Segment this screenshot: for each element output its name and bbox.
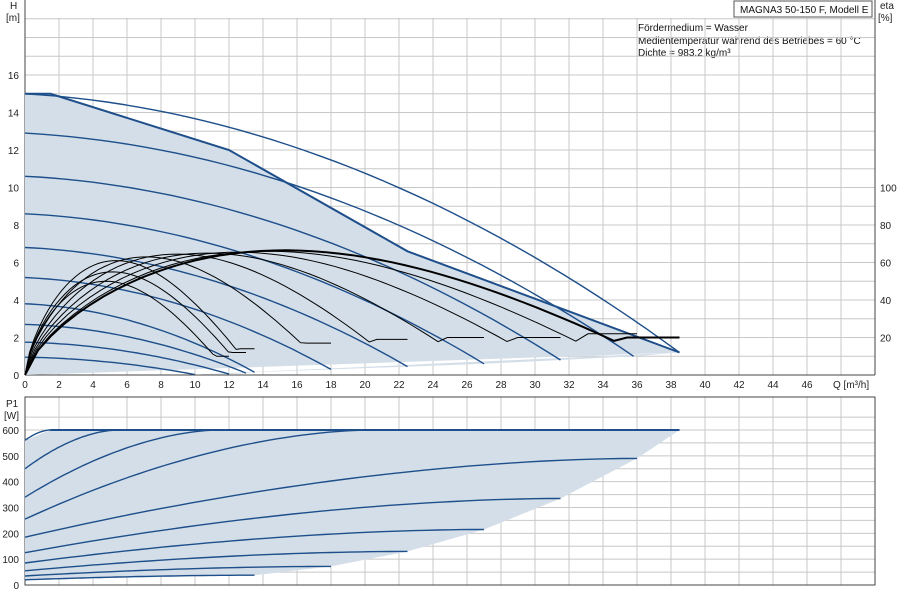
x-tick-label: 2 [56, 380, 62, 391]
power-curve [24, 429, 374, 520]
power-plot: 0 100 200 300 400 500 600 [2, 396, 876, 592]
power-curve [24, 528, 484, 564]
head-curve [24, 276, 332, 371]
head-curve [24, 175, 561, 361]
y-tick-label: 16 [8, 71, 20, 82]
power-curve [24, 429, 119, 470]
x-tick-label: 10 [189, 380, 201, 391]
model-title: MAGNA3 50-150 F, Modell E [740, 5, 869, 16]
power-curve [24, 497, 561, 554]
head-curve [24, 246, 408, 368]
x-tick-label: 30 [529, 380, 541, 391]
x-tick-label: 18 [325, 380, 337, 391]
head-efficiency-plot: 0 2 4 6 8 10 12 14 16 18 20 22 24 26 28 30 32 34 36 38 40 42 4… [8, 0, 897, 391]
efficiency-curve [24, 280, 229, 376]
head-curve [24, 132, 634, 357]
x-tick-label: 24 [427, 380, 439, 391]
y2-axis-label-eta: eta [880, 1, 894, 12]
head-curve [24, 213, 485, 365]
x-tick-label: 28 [495, 380, 507, 391]
y2-axis-unit-eta: [%] [878, 13, 893, 24]
x-tick-label: 32 [563, 380, 575, 391]
y-tick-label: 2 [13, 334, 19, 345]
power-tick-label: 600 [2, 426, 19, 437]
model-box [733, 0, 873, 18]
power-area [25, 430, 680, 580]
annotation-temperature: Medientemperatur während des Betriebes =… [638, 36, 861, 47]
x-tick-label: 36 [631, 380, 643, 391]
x-tick-label: 14 [257, 380, 269, 391]
y-tick-label: 12 [8, 146, 20, 157]
max-head-curve [25, 92, 680, 354]
y-tick-label: 4 [13, 296, 19, 307]
power-tick-label: 500 [2, 452, 19, 463]
y-tick-label: 10 [8, 184, 20, 195]
x-tick-label: 22 [393, 380, 405, 391]
power-tick-label: 200 [2, 529, 19, 540]
y-axis-label-power: P1 [6, 399, 19, 410]
y-tick-label: 14 [8, 109, 20, 120]
efficiency-curve [24, 250, 638, 376]
x-tick-label: 38 [665, 380, 677, 391]
power-tick-label: 300 [2, 504, 19, 515]
x-tick-label: 6 [124, 380, 130, 391]
power-tick-label: 0 [13, 581, 19, 592]
y2-tick-label: 80 [880, 221, 892, 232]
efficiency-curve [24, 260, 255, 376]
y-axis-unit-power: [W] [4, 411, 19, 422]
power-curve [24, 550, 408, 572]
power-curve [24, 574, 255, 581]
efficiency-curve [24, 249, 680, 376]
x-tick-label: 42 [733, 380, 745, 391]
efficiency-curve [24, 252, 484, 376]
y-tick-label: 0 [13, 371, 19, 382]
power-curve [24, 565, 331, 577]
annotation-density: Dichte = 983.2 kg/m³ [638, 48, 731, 59]
power-curve [24, 429, 221, 498]
head-curve [24, 341, 230, 375]
x-tick-label: 44 [767, 380, 779, 391]
efficiency-curve [24, 251, 561, 376]
y-axis-unit-head: [m] [6, 13, 20, 24]
power-tick-label: 400 [2, 478, 19, 489]
y2-tick-label: 20 [880, 334, 892, 345]
x-tick-label: 12 [223, 380, 235, 391]
annotation-medium: Fördermedium = Wasser [638, 23, 749, 34]
power-curve [24, 429, 51, 441]
x-axis-label-flow: Q [m³/h] [833, 380, 869, 391]
x-tick-label: 20 [359, 380, 371, 391]
y2-tick-label: 100 [880, 184, 897, 195]
x-tick-label: 46 [801, 380, 813, 391]
power-tick-label: 100 [2, 555, 19, 566]
x-tick-label: 34 [597, 380, 609, 391]
y2-tick-label: 40 [880, 296, 892, 307]
y-tick-label: 6 [13, 259, 19, 270]
y-tick-label: 8 [13, 221, 19, 232]
y2-tick-label: 60 [880, 259, 892, 270]
x-tick-label: 8 [158, 380, 164, 391]
x-tick-label: 4 [90, 380, 96, 391]
operating-area [25, 93, 680, 376]
head-curve [24, 93, 680, 354]
y-axis-label-head: H [10, 1, 17, 12]
head-curve [24, 356, 196, 376]
efficiency-curve [24, 271, 246, 376]
efficiency-curve [24, 256, 331, 376]
power-curve [24, 457, 638, 538]
x-tick-label: 16 [291, 380, 303, 391]
x-tick-label: 26 [461, 380, 473, 391]
x-tick-label: 0 [22, 380, 28, 391]
x-tick-label: 40 [699, 380, 711, 391]
